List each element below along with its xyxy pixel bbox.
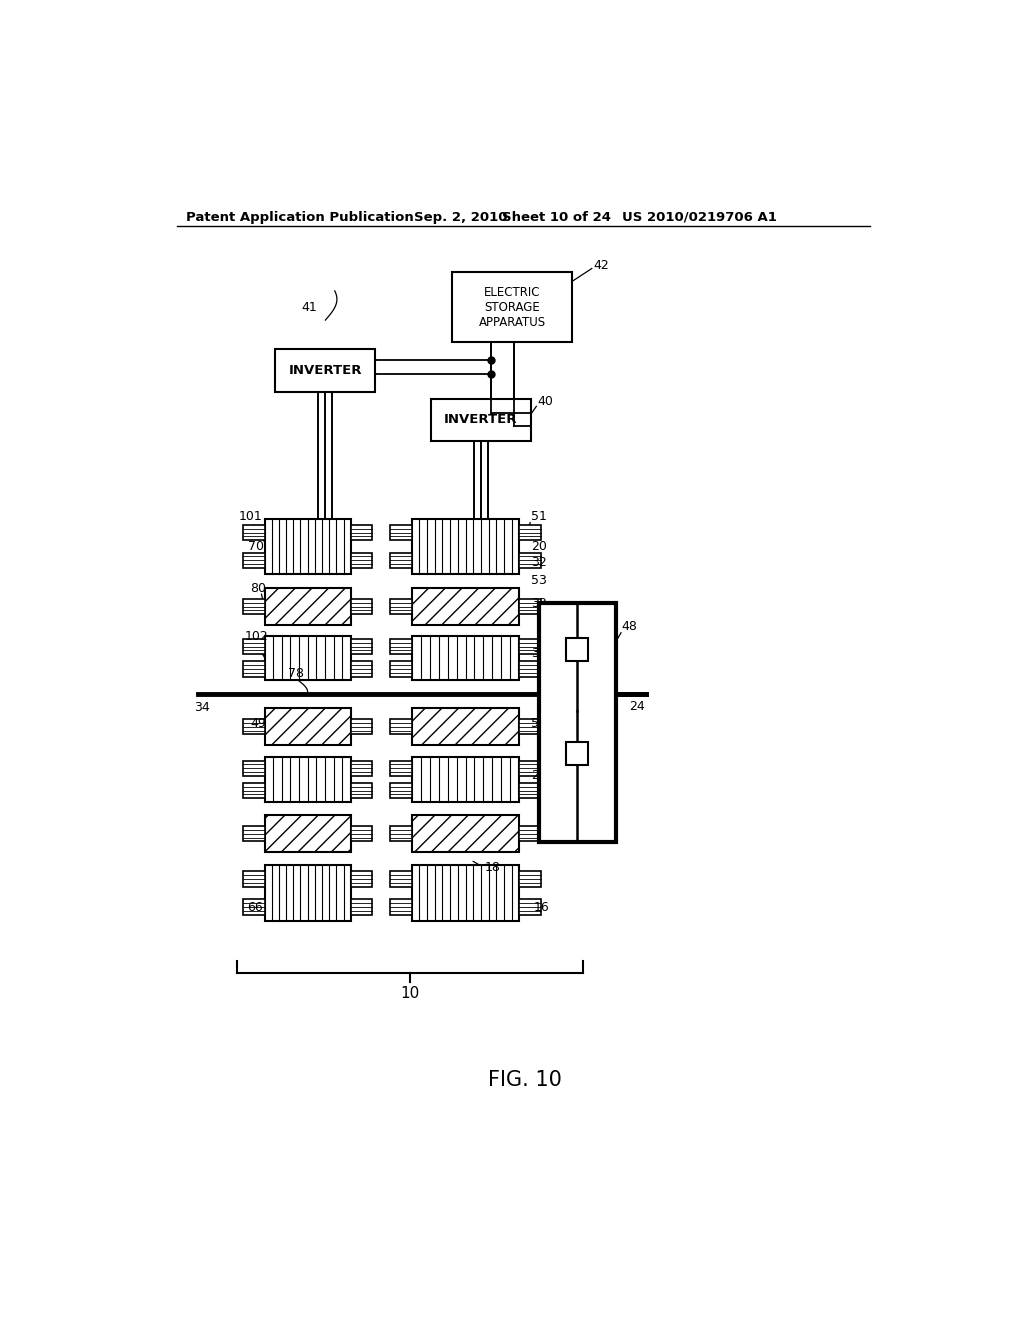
Bar bbox=[519, 553, 541, 568]
Bar bbox=[351, 719, 373, 734]
Text: 70: 70 bbox=[248, 540, 263, 553]
Bar bbox=[351, 525, 373, 540]
Text: 49: 49 bbox=[250, 717, 265, 730]
Bar bbox=[390, 760, 412, 776]
Text: 41: 41 bbox=[301, 301, 317, 314]
Bar bbox=[519, 783, 541, 799]
Bar bbox=[264, 758, 351, 803]
Bar bbox=[519, 599, 541, 614]
Bar bbox=[519, 661, 541, 677]
Bar bbox=[351, 760, 373, 776]
Text: 40: 40 bbox=[538, 395, 553, 408]
Bar bbox=[566, 742, 588, 766]
Bar bbox=[264, 636, 351, 681]
Bar bbox=[351, 639, 373, 655]
Text: Sep. 2, 2010: Sep. 2, 2010 bbox=[414, 211, 508, 224]
Bar bbox=[412, 708, 519, 744]
Bar bbox=[412, 866, 519, 921]
Bar bbox=[351, 553, 373, 568]
Bar bbox=[390, 871, 412, 887]
Bar bbox=[519, 826, 541, 841]
Bar bbox=[390, 661, 412, 677]
Text: 102: 102 bbox=[245, 630, 268, 643]
Bar bbox=[390, 553, 412, 568]
Text: ELECTRIC
STORAGE
APPARATUS: ELECTRIC STORAGE APPARATUS bbox=[478, 285, 546, 329]
Bar bbox=[390, 899, 412, 915]
Text: 48: 48 bbox=[622, 620, 638, 634]
Text: US 2010/0219706 A1: US 2010/0219706 A1 bbox=[622, 211, 776, 224]
Text: 66: 66 bbox=[248, 902, 263, 915]
Text: 78: 78 bbox=[288, 668, 304, 680]
Bar bbox=[412, 636, 519, 681]
Bar bbox=[351, 899, 373, 915]
Bar bbox=[431, 399, 531, 441]
Bar bbox=[351, 661, 373, 677]
Bar bbox=[351, 783, 373, 799]
Text: Patent Application Publication: Patent Application Publication bbox=[186, 211, 414, 224]
Bar bbox=[264, 816, 351, 853]
Bar bbox=[519, 871, 541, 887]
Text: INVERTER: INVERTER bbox=[289, 364, 362, 378]
Bar bbox=[275, 350, 376, 392]
Bar bbox=[264, 519, 351, 574]
Bar bbox=[351, 826, 373, 841]
Bar bbox=[412, 589, 519, 626]
Bar bbox=[519, 899, 541, 915]
Bar bbox=[243, 760, 264, 776]
Text: 34: 34 bbox=[194, 701, 210, 714]
Bar bbox=[519, 760, 541, 776]
Bar bbox=[390, 783, 412, 799]
Text: 33: 33 bbox=[531, 597, 547, 610]
Bar bbox=[351, 599, 373, 614]
Bar bbox=[390, 719, 412, 734]
Bar bbox=[243, 826, 264, 841]
Bar bbox=[519, 639, 541, 655]
Bar bbox=[566, 638, 588, 661]
Text: 18: 18 bbox=[484, 861, 501, 874]
Bar bbox=[390, 525, 412, 540]
Bar bbox=[412, 816, 519, 853]
Text: 53: 53 bbox=[531, 574, 547, 587]
Bar bbox=[519, 719, 541, 734]
Bar bbox=[243, 899, 264, 915]
Bar bbox=[243, 661, 264, 677]
Bar bbox=[243, 871, 264, 887]
Bar bbox=[390, 639, 412, 655]
Bar bbox=[412, 519, 519, 574]
Bar bbox=[539, 603, 615, 842]
Bar bbox=[243, 525, 264, 540]
Text: 20: 20 bbox=[531, 540, 547, 553]
Text: 30: 30 bbox=[531, 647, 547, 660]
Bar bbox=[243, 783, 264, 799]
Text: FIG. 10: FIG. 10 bbox=[487, 1071, 562, 1090]
Text: 51: 51 bbox=[531, 511, 547, 523]
Bar bbox=[264, 589, 351, 626]
Text: Sheet 10 of 24: Sheet 10 of 24 bbox=[502, 211, 610, 224]
Bar bbox=[264, 708, 351, 744]
Bar bbox=[390, 826, 412, 841]
Text: INVERTER: INVERTER bbox=[444, 413, 518, 426]
Bar bbox=[243, 553, 264, 568]
Bar bbox=[243, 719, 264, 734]
Bar bbox=[519, 525, 541, 540]
Bar bbox=[412, 758, 519, 803]
Bar bbox=[243, 639, 264, 655]
Text: 80: 80 bbox=[250, 582, 266, 595]
Text: 52: 52 bbox=[531, 717, 547, 730]
Bar bbox=[453, 272, 571, 342]
Text: 42: 42 bbox=[593, 259, 609, 272]
Text: 32: 32 bbox=[531, 557, 547, 569]
Bar bbox=[264, 866, 351, 921]
Bar bbox=[243, 599, 264, 614]
Bar bbox=[390, 599, 412, 614]
Text: 24: 24 bbox=[630, 700, 645, 713]
Bar bbox=[351, 871, 373, 887]
Text: 101: 101 bbox=[239, 511, 262, 523]
Text: 28: 28 bbox=[531, 770, 547, 781]
Text: 16: 16 bbox=[534, 902, 549, 915]
Text: 10: 10 bbox=[400, 986, 420, 1001]
